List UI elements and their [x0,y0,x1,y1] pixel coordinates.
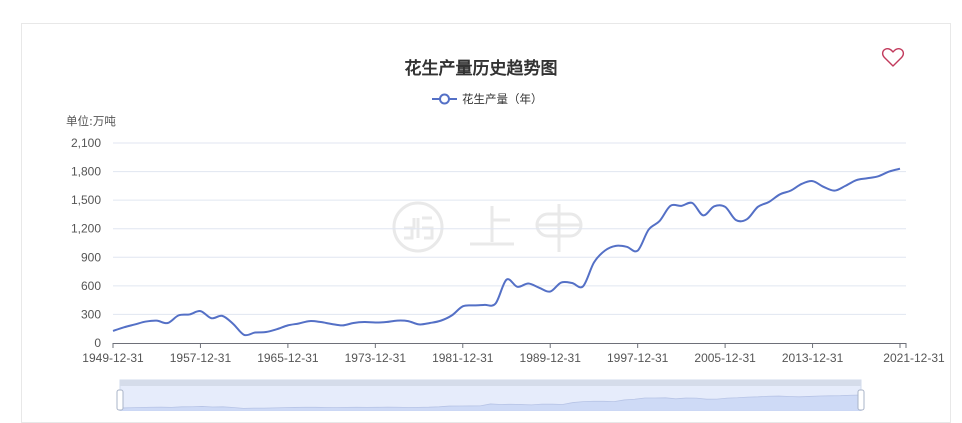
x-tick-label: 1981-12-31 [432,351,494,365]
y-tick-label: 600 [81,279,101,293]
y-tick-label: 900 [81,250,101,264]
x-tick-label: 1949-12-31 [82,351,144,365]
legend-label: 花生产量（年） [462,92,543,106]
y-tick-label: 0 [94,336,101,350]
x-tick-label: 1973-12-31 [345,351,407,365]
y-tick-label: 300 [81,307,101,321]
legend-item[interactable]: 花生产量（年） [432,91,543,107]
x-tick-label: 2021-12-31 [883,351,945,365]
data-zoom-move-handle[interactable] [120,380,861,386]
x-tick-label: 2013-12-31 [782,351,844,365]
y-tick-label: 1,200 [71,222,101,236]
data-zoom-right-handle[interactable] [857,389,865,411]
legend-line-circle-icon [432,93,457,105]
chart-title: 花生产量历史趋势图 [404,59,558,79]
watermark-logo-icon [392,201,583,253]
series-line[interactable] [112,167,901,337]
y-axis-unit-label: 单位:万吨 [66,114,116,128]
chart-card [21,23,951,423]
x-tick-label: 1989-12-31 [520,351,582,365]
x-tick-label: 1957-12-31 [170,351,232,365]
line-chart: 0 300 600 900 1,200 1,500 1,800 2,100 1949-12-31… [71,136,945,411]
data-zoom-left-handle[interactable] [116,389,124,411]
x-tick-label: 1965-12-31 [257,351,319,365]
y-tick-label: 2,100 [71,136,101,150]
x-tick-label: 2005-12-31 [694,351,756,365]
heart-outline-icon[interactable] [881,46,905,68]
x-tick-label: 1997-12-31 [607,351,669,365]
y-tick-label: 1,800 [71,165,101,179]
y-tick-label: 1,500 [71,193,101,207]
